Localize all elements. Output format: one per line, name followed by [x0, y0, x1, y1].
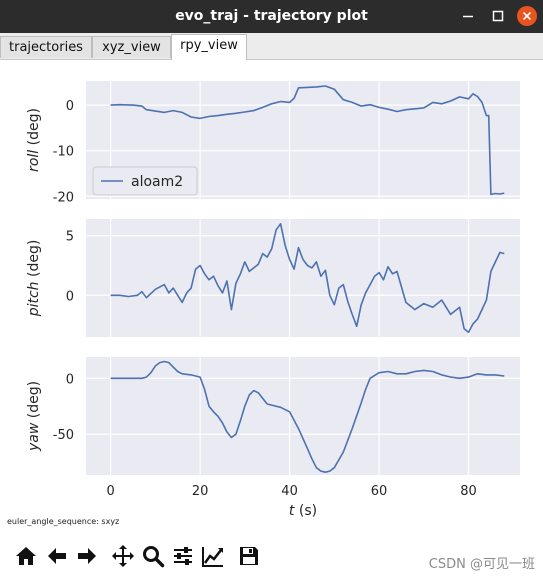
y-tick-label: 0 [66, 289, 74, 304]
y-axis-label-variable: roll [26, 150, 42, 172]
pan-icon[interactable] [111, 544, 135, 568]
maximize-icon[interactable] [488, 6, 508, 26]
minimize-icon[interactable] [458, 6, 478, 26]
series-line-aloam2 [110, 223, 505, 334]
x-tick-label: 80 [460, 484, 477, 499]
close-icon[interactable] [517, 6, 537, 26]
rpy-chart: 0 -10 -20 roll (deg) aloam2 5 0 pitch (deg) 0 -50… [26, 81, 520, 519]
y-axis-label-unit: (deg) [26, 108, 42, 150]
subplot-0: 0 -10 -20 roll (deg) aloam2 [26, 81, 520, 205]
window-title: evo_traj - trajectory plot [175, 8, 368, 24]
x-tick-label: 60 [371, 484, 388, 499]
y-tick-label: 5 [66, 230, 74, 245]
subplot-2: 0 -50 yaw (deg) 0 20 40 60 80 t (s) [26, 357, 520, 519]
tab-xyz-view[interactable]: xyz_view [92, 36, 171, 58]
x-axis-label-variable: t [289, 503, 295, 519]
y-axis-label-variable: yaw [26, 422, 42, 452]
tab-trajectories[interactable]: trajectories [0, 36, 92, 58]
x-tick-label: 20 [192, 484, 209, 499]
axes-background [86, 357, 520, 475]
y-axis-label-unit: (deg) [26, 240, 42, 282]
series-line-aloam2 [110, 85, 505, 196]
navigation-toolbar [0, 534, 543, 581]
y-tick-label: -20 [53, 190, 74, 205]
back-arrow-icon[interactable] [45, 544, 69, 568]
x-axis-label: t (s) [289, 503, 317, 519]
tab-bar: trajectories xyz_view rpy_view [0, 33, 543, 60]
plot-canvas[interactable]: 0 -10 -20 roll (deg) aloam2 5 0 pitch (deg) 0 -50… [0, 60, 543, 530]
x-tick-label: 0 [106, 484, 114, 499]
legend-box [92, 166, 198, 196]
legend-entry: aloam2 [131, 174, 183, 190]
zoom-icon[interactable] [141, 544, 165, 568]
tab-rpy-view[interactable]: rpy_view [171, 34, 247, 60]
watermark: CSDN @可见一班 [428, 557, 535, 572]
configure-subplots-icon[interactable] [171, 544, 195, 568]
edit-axis-icon[interactable] [201, 544, 225, 568]
subplot-1: 5 0 pitch (deg) [26, 219, 520, 337]
y-axis-label-unit: (deg) [26, 381, 42, 423]
y-tick-label: 0 [66, 372, 74, 387]
window-titlebar: evo_traj - trajectory plot [0, 0, 543, 33]
y-axis-label: pitch (deg) [26, 240, 42, 318]
y-axis-label: roll (deg) [26, 108, 42, 172]
save-icon[interactable] [237, 544, 261, 568]
axes-background [86, 219, 520, 337]
y-axis-label: yaw (deg) [26, 381, 42, 452]
forward-arrow-icon[interactable] [75, 544, 99, 568]
euler-sequence-label: euler_angle_sequence: sxyz [7, 517, 120, 526]
x-tick-label: 40 [281, 484, 298, 499]
home-icon[interactable] [14, 544, 38, 568]
y-tick-label: 0 [66, 99, 74, 114]
x-axis-label-unit: (s) [294, 503, 317, 519]
y-tick-label: -50 [53, 428, 74, 443]
y-axis-label-variable: pitch [26, 281, 42, 317]
series-line-aloam2 [110, 360, 505, 474]
y-tick-label: -10 [53, 145, 74, 160]
